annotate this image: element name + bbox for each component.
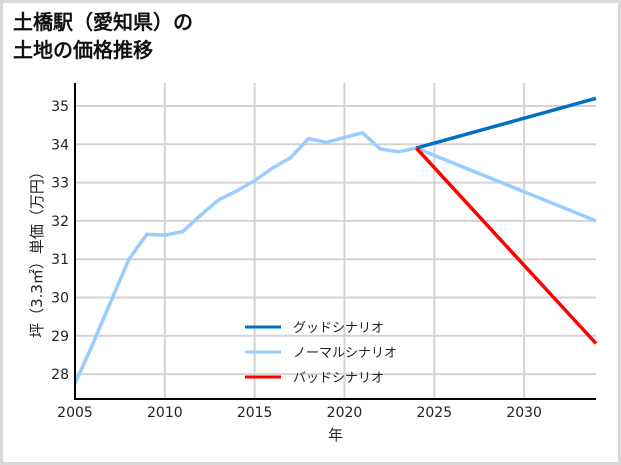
- y-axis-label: 坪（3.3㎡）単価（万円）: [28, 164, 46, 338]
- axes: [74, 83, 596, 400]
- series-line: [415, 146, 598, 345]
- legend-label: バッドシナリオ: [293, 371, 384, 386]
- series-line: [415, 96, 597, 150]
- x-tick-label: 2020: [327, 405, 363, 421]
- y-tick-label: 28: [51, 367, 69, 383]
- x-tick-label: 2010: [147, 405, 183, 421]
- chart-title: 土橋駅（愛知県）の 土地の価格推移: [13, 8, 193, 64]
- y-tick-label: 35: [51, 99, 69, 115]
- x-axis-label: 年: [328, 426, 343, 444]
- x-tick-label: 2015: [237, 405, 273, 421]
- x-tick-label: 2030: [506, 405, 542, 421]
- y-tick-label: 32: [51, 214, 69, 230]
- y-tick-label: 31: [51, 252, 69, 268]
- series-lines: [73, 96, 598, 385]
- chart-title-line2: 土地の価格推移: [13, 38, 153, 62]
- series-line: [73, 130, 597, 385]
- y-tick-label: 34: [51, 137, 69, 153]
- y-tick-label: 30: [51, 290, 69, 306]
- legend-label: グッドシナリオ: [293, 321, 384, 336]
- x-tick-label: 2025: [416, 405, 452, 421]
- legend-label: ノーマルシナリオ: [293, 346, 397, 361]
- x-tick-label: 2005: [57, 405, 93, 421]
- y-tick-label: 29: [51, 329, 69, 345]
- y-tick-label: 33: [51, 176, 69, 192]
- grid-lines: [74, 83, 596, 399]
- chart-title-line1: 土橋駅（愛知県）の: [13, 10, 193, 34]
- tick-labels: 28 29 30 31 32 33 34 35 2005 2010 2015 2020 2025 2030: [51, 99, 542, 421]
